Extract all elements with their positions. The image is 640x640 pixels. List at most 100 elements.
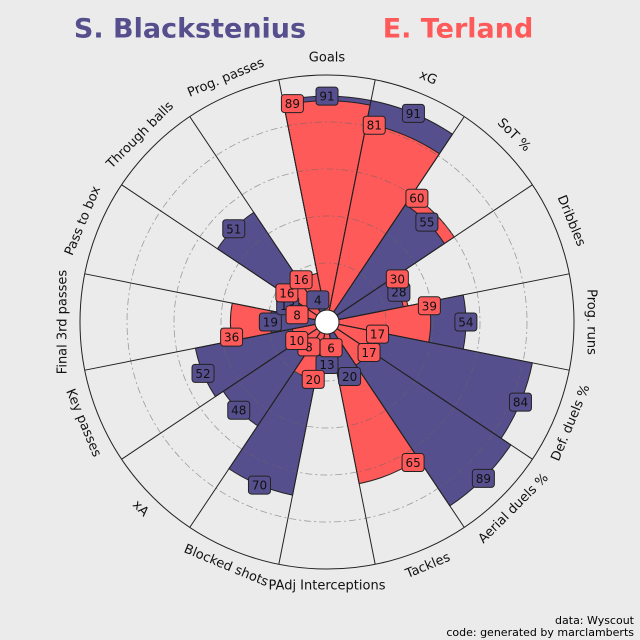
value-label: 81 [362,115,386,135]
value-label: 91 [401,103,425,123]
value-box [191,363,215,383]
value-text: 19 [263,316,278,330]
value-text: 17 [370,328,385,342]
spoke [121,328,318,460]
value-box [508,392,532,412]
value-label: 6 [319,338,343,358]
credit: data: Wyscout [555,614,635,627]
value-label: 89 [280,94,304,114]
value-label: 55 [415,212,439,232]
value-text: 8 [305,340,313,354]
value-text: 70 [252,479,267,493]
value-text: 20 [342,370,357,384]
value-label: 16 [289,270,313,290]
value-text: 16 [279,286,294,300]
legend-right: E. Terland [383,14,534,45]
value-label: 39 [417,296,441,316]
value-box [301,369,325,389]
value-label: 89 [471,468,495,488]
value-box [415,212,439,232]
value-text: 91 [406,107,421,121]
value-box [258,312,282,332]
value-label: 17 [357,343,381,363]
value-label: 30 [385,269,409,289]
value-box [289,270,313,290]
category-label: PAdj Interceptions [269,579,386,594]
value-text: 6 [327,341,335,355]
value-text: 4 [314,293,322,307]
value-label: 51 [222,219,246,239]
value-label: 20 [301,369,325,389]
value-box [405,188,429,208]
value-box [285,305,309,325]
value-text: 89 [476,472,491,486]
value-box [385,269,409,289]
grid-circle [126,121,528,523]
value-label: 19 [258,312,282,332]
spoke [338,273,570,321]
category-label: xG [417,68,439,89]
spoke [333,116,465,313]
value-text: 54 [458,316,473,330]
value-text: 91 [319,90,334,104]
value-text: 48 [231,404,246,418]
category-label: Goals [309,51,346,66]
center-hole [314,309,340,335]
value-box [401,452,425,472]
value-box [357,343,381,363]
category-label: Prog. runs [584,289,599,355]
grid-circle [220,215,434,429]
value-label: 52 [191,363,215,383]
category-label: Final 3rd passes [56,270,71,375]
spoke [333,331,465,528]
value-text: 8 [293,308,301,322]
value-box [417,296,441,316]
value-label: 91 [315,86,339,106]
value-text: 10 [289,334,304,348]
value-box [315,86,339,106]
value-box [362,115,386,135]
value-box [338,367,362,387]
credit: code: generated by marclamberts [446,626,634,639]
value-box [280,94,304,114]
value-text: 65 [405,456,420,470]
value-text: 20 [306,373,321,387]
value-text: 39 [422,299,437,313]
value-text: 84 [513,396,528,410]
value-text: 36 [224,331,239,345]
spoke [336,184,533,316]
value-text: 89 [285,97,300,111]
value-label: 8 [285,305,309,325]
value-text: 55 [419,216,434,230]
legend-left: S. Blackstenius [74,14,306,45]
spoke [189,331,321,528]
value-text: 16 [293,273,308,287]
value-box [222,219,246,239]
value-text: 60 [409,192,424,206]
value-text: 51 [226,222,241,236]
value-box [285,331,309,351]
value-label: 54 [454,312,478,332]
value-label: 65 [401,452,425,472]
value-text: 28 [391,286,406,300]
value-box [247,475,271,495]
value-box [454,312,478,332]
value-label: 48 [227,400,251,420]
value-label: 70 [247,475,271,495]
value-label: 17 [366,324,390,344]
grid-circle [173,168,481,476]
value-label: 13 [315,355,339,375]
value-label: 4 [306,290,330,310]
value-box [471,468,495,488]
spoke [278,79,326,311]
value-label: 84 [508,392,532,412]
value-text: 81 [367,119,382,133]
value-box [227,400,251,420]
value-box [306,290,330,310]
value-label: 60 [405,188,429,208]
value-label: 20 [338,367,362,387]
value-text: 17 [361,346,376,360]
